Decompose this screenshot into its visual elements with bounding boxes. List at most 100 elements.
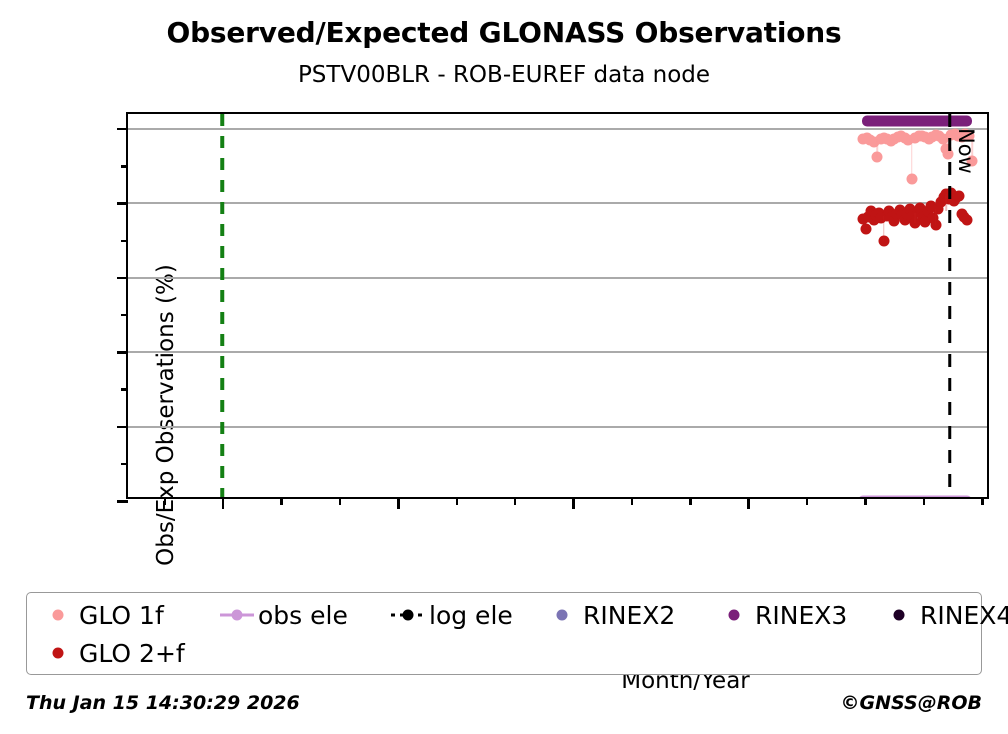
legend-row: GLO 1f obs ele log ele RINEX2 RINEX3 RINEX4 bbox=[27, 595, 1008, 635]
x-axis-minor-tick bbox=[455, 497, 458, 505]
legend-dot bbox=[728, 609, 740, 621]
data-point bbox=[925, 200, 937, 212]
data-point-stem bbox=[935, 209, 937, 225]
footer-timestamp: Thu Jan 15 14:30:29 2026 bbox=[26, 692, 300, 714]
x-axis-tick bbox=[572, 497, 575, 509]
legend-dot bbox=[52, 609, 64, 621]
data-point-stem bbox=[876, 138, 878, 157]
legend-label: log ele bbox=[429, 600, 513, 630]
gridline-y bbox=[128, 276, 987, 279]
legend-item-glo-2f[interactable]: GLO 2+f bbox=[41, 633, 185, 673]
x-axis-minor-tick bbox=[689, 497, 692, 505]
x-axis-minor-tick bbox=[163, 497, 167, 505]
legend-swatch-icon bbox=[545, 603, 579, 627]
legend-label: RINEX2 bbox=[583, 600, 676, 630]
now-line bbox=[947, 114, 952, 497]
x-axis-minor-tick bbox=[280, 497, 283, 505]
gridline-y bbox=[128, 202, 987, 205]
y-axis-minor-tick bbox=[121, 165, 128, 168]
x-axis-minor-tick bbox=[805, 497, 809, 505]
x-axis-minor-tick bbox=[922, 497, 926, 505]
data-point bbox=[927, 212, 939, 224]
data-point bbox=[906, 173, 918, 185]
legend-swatch-icon bbox=[220, 603, 254, 627]
legend-row: GLO 2+f bbox=[27, 633, 981, 673]
data-point bbox=[953, 190, 965, 202]
legend-dot bbox=[893, 609, 905, 621]
data-point bbox=[860, 223, 872, 235]
y-axis-tick bbox=[117, 127, 128, 131]
x-axis-tick bbox=[397, 497, 400, 509]
y-axis-minor-tick bbox=[121, 313, 128, 317]
chart-subtitle: PSTV00BLR - ROB-EUREF data node bbox=[297, 62, 711, 88]
y-axis-tick bbox=[117, 276, 128, 280]
legend-swatch-icon bbox=[41, 603, 75, 627]
data-point bbox=[914, 202, 926, 214]
data-point bbox=[902, 134, 914, 146]
y-axis-minor-tick bbox=[121, 462, 128, 466]
legend-dot bbox=[402, 609, 414, 621]
legend-label: GLO 2+f bbox=[79, 638, 185, 668]
legend-swatch-icon bbox=[717, 603, 751, 627]
x-axis-minor-tick bbox=[630, 497, 634, 505]
legend-swatch-icon bbox=[882, 603, 916, 627]
data-point-stem bbox=[971, 135, 973, 162]
legend-item-glo-1f[interactable]: GLO 1f bbox=[41, 595, 164, 635]
data-point bbox=[966, 155, 978, 167]
data-point bbox=[878, 235, 890, 247]
y-axis-tick bbox=[117, 425, 128, 429]
x-axis-minor-tick bbox=[513, 497, 517, 505]
y-axis-tick bbox=[117, 351, 128, 354]
data-point bbox=[963, 130, 975, 142]
data-point bbox=[930, 219, 942, 231]
gridline-y bbox=[128, 127, 987, 130]
data-point bbox=[899, 214, 911, 226]
legend-item-log-ele[interactable]: log ele bbox=[391, 595, 513, 635]
y-axis-tick bbox=[117, 202, 128, 205]
data-point-stem bbox=[945, 194, 947, 211]
start-line bbox=[220, 114, 224, 497]
x-axis-minor-tick bbox=[864, 497, 867, 505]
legend-item-rinex4[interactable]: RINEX4 bbox=[882, 595, 1008, 635]
legend-label: obs ele bbox=[258, 600, 348, 630]
data-point bbox=[937, 133, 949, 145]
page-title: Observed/Expected GLONASS Observations bbox=[166, 16, 842, 49]
x-axis-minor-tick bbox=[338, 497, 342, 505]
legend-dot bbox=[556, 609, 568, 621]
chart-legend: GLO 1f obs ele log ele RINEX2 RINEX3 RINEX4 G… bbox=[26, 592, 1008, 675]
legend-label: GLO 1f bbox=[79, 600, 164, 630]
y-axis-tick bbox=[117, 500, 128, 503]
legend-item-rinex3[interactable]: RINEX3 bbox=[717, 595, 847, 635]
data-point-stem bbox=[910, 138, 913, 180]
data-point bbox=[919, 216, 931, 228]
y-axis-minor-tick bbox=[121, 239, 128, 243]
data-point-stem bbox=[883, 215, 885, 242]
data-point-stem bbox=[914, 212, 916, 223]
legend-item-rinex2[interactable]: RINEX2 bbox=[545, 595, 675, 635]
legend-dot bbox=[231, 609, 243, 621]
series-rinex3 bbox=[861, 115, 972, 127]
data-point bbox=[961, 214, 973, 226]
data-point bbox=[904, 203, 916, 215]
legend-label: RINEX4 bbox=[920, 600, 1008, 630]
gridline-y bbox=[128, 351, 987, 354]
y-axis-minor-tick bbox=[121, 388, 128, 391]
footer-copyright: ©GNSS@ROB bbox=[840, 692, 982, 714]
legend-swatch-icon bbox=[391, 603, 425, 627]
legend-dot bbox=[52, 647, 64, 659]
series-obs-ele bbox=[858, 495, 972, 497]
now-label: Now bbox=[953, 128, 978, 174]
legend-label: RINEX3 bbox=[755, 600, 848, 630]
plot-area[interactable]: Obs/Exp Observations (%) Month/Year 0204… bbox=[117, 112, 989, 694]
legend-swatch-icon bbox=[41, 641, 75, 665]
data-point bbox=[871, 151, 883, 163]
data-point bbox=[868, 136, 880, 148]
data-point bbox=[932, 203, 944, 215]
plot-canvas: Now bbox=[128, 114, 987, 497]
legend-item-obs-ele[interactable]: obs ele bbox=[220, 595, 348, 635]
x-axis-tick bbox=[747, 497, 750, 509]
data-point bbox=[909, 217, 921, 229]
x-axis-minor-tick bbox=[981, 497, 984, 505]
gridline-y bbox=[128, 425, 987, 428]
data-point bbox=[888, 215, 900, 227]
